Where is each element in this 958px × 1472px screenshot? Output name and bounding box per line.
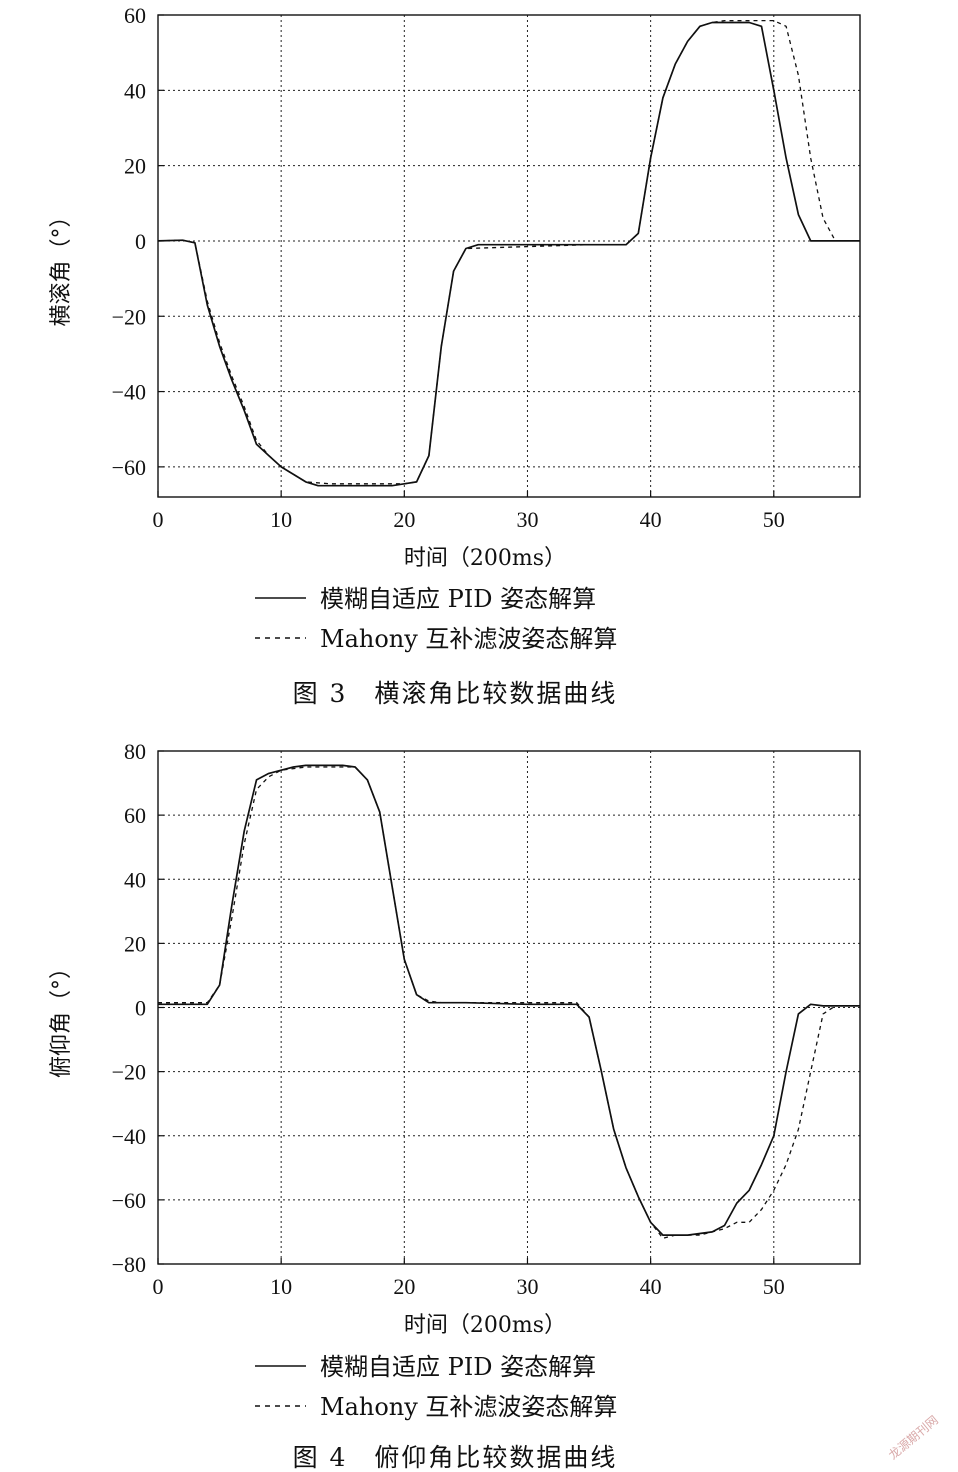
- figure-caption: 图 3 横滚角比较数据曲线: [293, 679, 618, 708]
- y-tick-label-3: 20: [124, 931, 146, 956]
- y-tick-label-1: 60: [124, 803, 146, 828]
- x-tick-label-1: 10: [270, 507, 292, 532]
- x-tick-label-4: 40: [640, 507, 662, 532]
- x-tick-label-0: 0: [153, 507, 164, 532]
- y-tick-label-4: 0: [135, 996, 146, 1021]
- plot-frame: [157, 14, 861, 498]
- x-tick-label-1: 10: [270, 1274, 292, 1299]
- x-tick-label-3: 30: [516, 1274, 538, 1299]
- y-tick-label-8: −80: [112, 1252, 146, 1277]
- y-tick-label-3: 0: [135, 229, 146, 254]
- x-tick-label-3: 30: [516, 507, 538, 532]
- roll-angle-chart: 0 10 20 30 40 50 60 40 20 0 −20 −40 −60 时间（200ms） 横滚角（…: [49, 3, 861, 708]
- x-tick-label-4: 40: [640, 1274, 662, 1299]
- series-line-fuzzy-pid: [157, 21, 860, 487]
- y-tick-label-4: −20: [112, 304, 146, 329]
- y-axis-label: 俯仰角（°）: [49, 957, 74, 1078]
- pitch-angle-chart: 0 10 20 30 40 50 80 60 40 20 0 −20 −40 −60 −80 时间（200ms…: [49, 739, 861, 1472]
- y-tick-label-5: −40: [112, 380, 146, 405]
- y-tick-label-6: −60: [112, 455, 146, 480]
- watermark-text: 龙源期刊网: [886, 1413, 941, 1462]
- legend-label-1: Mahony 互补滤波姿态解算: [320, 1393, 617, 1421]
- series-line-fuzzy-pid: [158, 764, 860, 1236]
- x-tick-label-5: 50: [763, 507, 785, 532]
- series-line-mahony: [158, 766, 860, 1239]
- y-tick-label-0: 60: [124, 3, 146, 28]
- legend-label-1: Mahony 互补滤波姿态解算: [320, 625, 617, 653]
- y-tick-label-0: 80: [124, 739, 146, 764]
- x-tick-label-2: 20: [393, 1274, 415, 1299]
- y-tick-label-2: 40: [124, 867, 146, 892]
- y-tick-label-2: 20: [124, 154, 146, 179]
- y-axis-label: 横滚角（°）: [49, 205, 74, 326]
- figure-caption: 图 4 俯仰角比较数据曲线: [293, 1443, 618, 1472]
- y-tick-label-7: −60: [112, 1188, 146, 1213]
- legend-label-0: 模糊自适应 PID 姿态解算: [320, 585, 596, 613]
- x-tick-label-5: 50: [763, 1274, 785, 1299]
- legend-label-0: 模糊自适应 PID 姿态解算: [320, 1353, 596, 1381]
- y-tick-label-5: −20: [112, 1060, 146, 1085]
- x-axis-label: 时间（200ms）: [404, 1313, 566, 1338]
- x-tick-label-0: 0: [153, 1274, 164, 1299]
- x-tick-label-2: 20: [393, 507, 415, 532]
- x-axis-label: 时间（200ms）: [404, 546, 566, 571]
- y-tick-label-1: 40: [124, 78, 146, 103]
- y-tick-label-6: −40: [112, 1124, 146, 1149]
